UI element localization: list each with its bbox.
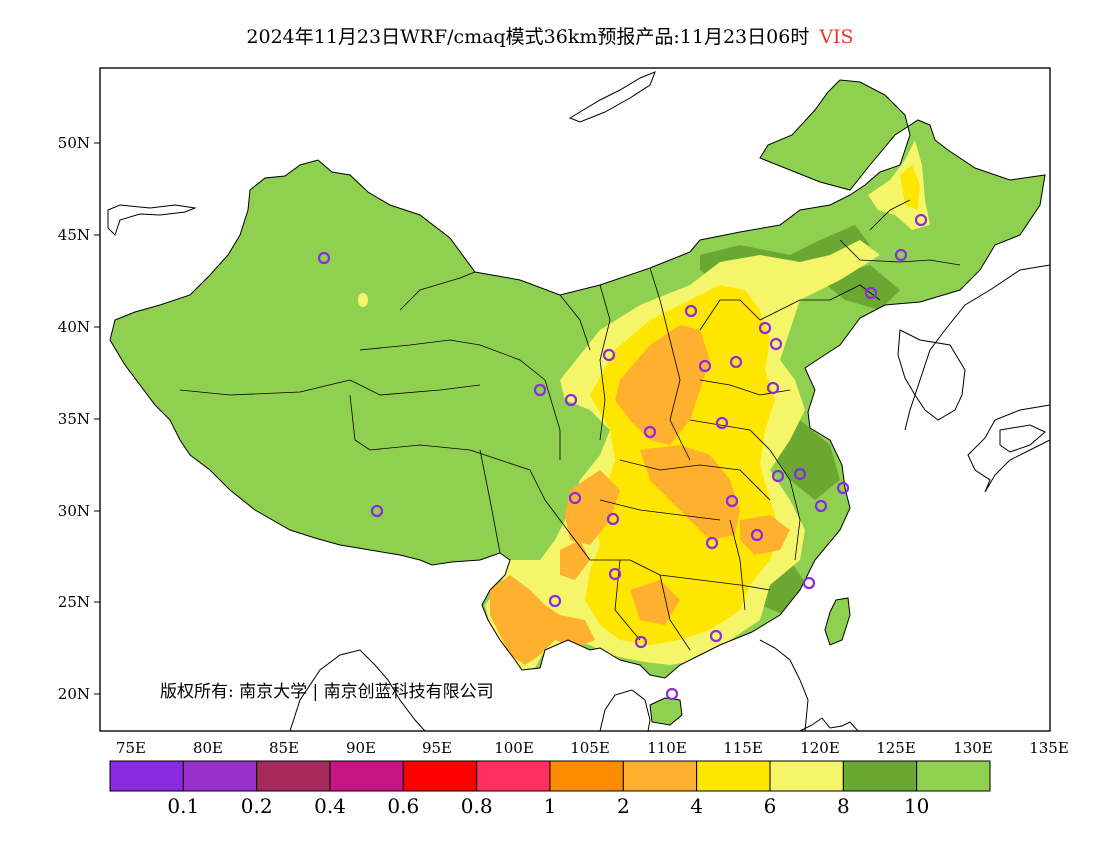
colorbar: 0.1 0.2 0.4 0.6 0.8 1 2 4 6 8 10 (109, 760, 991, 818)
colorbar-swatch (109, 760, 184, 792)
x-tick-label: 80E (193, 739, 223, 757)
colorbar-label: 4 (690, 794, 703, 818)
y-tick-label: 50N (58, 134, 90, 152)
colorbar-swatch (329, 760, 404, 792)
map-variable-label: VIS (819, 26, 854, 48)
station-marker (533, 383, 547, 397)
y-axis: 50N 45N 40N 35N 30N 25N 20N (58, 134, 100, 703)
colorbar-swatch (696, 760, 771, 792)
y-tick-label: 20N (58, 685, 90, 703)
colorbar-label: 0.6 (387, 794, 419, 818)
station-marker (750, 528, 764, 542)
colorbar-label: 10 (904, 794, 929, 818)
colorbar-label: 0.4 (314, 794, 346, 818)
x-tick-label: 95E (422, 739, 452, 757)
colorbar-swatch (182, 760, 258, 792)
colorbar-swatch (256, 760, 331, 792)
x-tick-label: 125E (876, 739, 916, 757)
station-marker (793, 467, 807, 481)
x-tick-label: 120E (800, 739, 840, 757)
station-marker (568, 491, 582, 505)
x-tick-label: 75E (116, 739, 146, 757)
y-tick-label: 25N (58, 593, 90, 611)
station-marker (602, 348, 616, 362)
colorbar-label: 0.1 (167, 794, 199, 818)
x-tick-label: 100E (494, 739, 534, 757)
colorbar-swatch (842, 760, 918, 792)
colorbar-swatch (769, 760, 844, 792)
x-tick-label: 135E (1029, 739, 1069, 757)
china-border (109, 79, 1046, 679)
colorbar-label: 8 (837, 794, 850, 818)
colorbar-swatch (476, 760, 551, 792)
station-marker (684, 304, 698, 318)
x-tick-label: 130E (953, 739, 993, 757)
map-title: 2024年11月23日WRF/cmaq模式36km预报产品:11月23日06时 V… (0, 22, 1100, 49)
station-marker (802, 576, 816, 590)
station-marker (864, 286, 878, 300)
station-marker (709, 629, 723, 643)
x-axis: 75E 80E 85E 90E 95E 100E 105E 110E 115E … (116, 739, 1069, 757)
x-tick-label: 105E (570, 739, 610, 757)
station-marker (317, 251, 331, 265)
colorbar-swatch (622, 760, 698, 792)
station-marker (725, 494, 739, 508)
station-marker (729, 355, 743, 369)
station-marker (705, 536, 719, 550)
station-marker (758, 321, 772, 335)
station-marker (914, 213, 928, 227)
copyright-text: 版权所有: 南京大学 | 南京创蓝科技有限公司 (160, 682, 494, 702)
station-marker (606, 512, 620, 526)
neighbor-coastlines (107, 71, 1050, 731)
y-tick-label: 30N (58, 502, 90, 520)
colorbar-label: 2 (617, 794, 630, 818)
station-marker (548, 594, 562, 608)
station-marker (608, 567, 622, 581)
station-marker (771, 469, 785, 483)
colorbar-label: 0.8 (461, 794, 493, 818)
y-tick-label: 35N (58, 410, 90, 428)
x-tick-label: 115E (723, 739, 763, 757)
station-marker (766, 381, 780, 395)
colorbar-swatch (402, 760, 478, 792)
y-tick-label: 40N (58, 318, 90, 336)
taiwan-island (824, 597, 851, 646)
station-marker (564, 393, 578, 407)
station-marker (643, 425, 657, 439)
station-marker (698, 359, 712, 373)
station-marker (836, 481, 850, 495)
colorbar-label: 0.2 (241, 794, 273, 818)
station-marker (769, 337, 783, 351)
colorbar-swatch (549, 760, 624, 792)
colorbar-label: 6 (764, 794, 777, 818)
station-marker (634, 635, 648, 649)
station-marker (665, 687, 679, 701)
y-tick-label: 45N (58, 226, 90, 244)
hainan-island (649, 697, 683, 726)
x-tick-label: 110E (647, 739, 687, 757)
x-tick-label: 90E (346, 739, 376, 757)
station-marker (894, 248, 908, 262)
station-marker (814, 499, 828, 513)
colorbar-swatch (916, 760, 991, 792)
colorbar-label: 1 (544, 794, 557, 818)
station-markers (317, 213, 928, 701)
map-title-text: 2024年11月23日WRF/cmaq模式36km预报产品:11月23日06时 (246, 26, 810, 48)
station-marker (370, 504, 384, 518)
station-marker (715, 416, 729, 430)
province-borders (179, 199, 961, 651)
x-tick-label: 85E (269, 739, 299, 757)
